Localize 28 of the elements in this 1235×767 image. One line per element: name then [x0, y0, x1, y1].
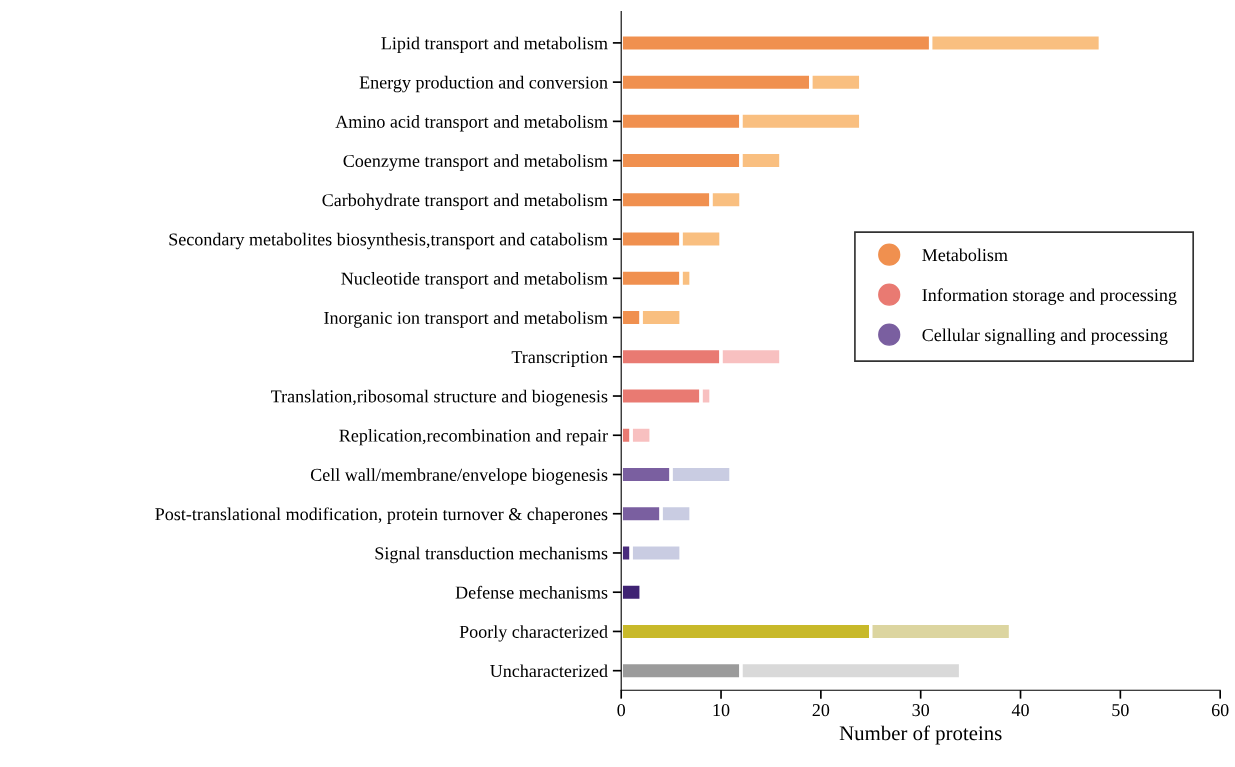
y-tick-label: Poorly characterized: [459, 625, 608, 642]
y-tick-label: Uncharacterized: [490, 664, 608, 678]
y-tick-label: Defense mechanisms: [455, 585, 608, 599]
y-tick-label: Post-translational modification, protein turnover & chaperones: [155, 507, 608, 524]
legend-label: Information storage and processing: [922, 288, 1177, 305]
legend-label: Metabolism: [922, 248, 1008, 262]
y-tick-label: Cell wall/membrane/envelope biogenesis: [310, 468, 608, 485]
x-tick-label: 20: [812, 704, 830, 717]
y-tick-label: Coenzyme transport and metabolism: [343, 154, 608, 171]
y-tick-label: Nucleotide transport and metabolism: [341, 272, 608, 289]
x-axis-title: Number of proteins: [839, 725, 1002, 745]
legend-label: Cellular signalling and processing: [922, 328, 1168, 345]
x-tick-label: 10: [713, 704, 730, 717]
y-tick-label: Secondary metabolites biosynthesis,transport and catabolism: [169, 232, 608, 250]
y-tick-label: Lipid transport and metabolism: [381, 36, 608, 53]
y-tick-label: Replication,recombination and repair: [339, 429, 608, 446]
y-tick-label: Carbohydrate transport and metabolism: [322, 193, 608, 210]
x-tick-label: 50: [1112, 704, 1129, 717]
y-tick-label: Signal transduction mechanisms: [375, 546, 608, 564]
y-tick-label: Energy production and conversion: [359, 75, 608, 93]
y-tick-label: Inorganic ion transport and metabolism: [324, 311, 608, 328]
x-tick-label: 60: [1211, 704, 1229, 717]
y-tick-label: Translation,ribosomal structure and biogenesis: [271, 389, 608, 407]
x-tick-label: 0: [617, 704, 626, 717]
y-tick-label: Transcription: [511, 351, 608, 367]
y-tick-label: Amino acid transport and metabolism: [335, 115, 608, 132]
x-tick-label: 30: [912, 704, 930, 717]
x-tick-label: 40: [1011, 704, 1029, 717]
